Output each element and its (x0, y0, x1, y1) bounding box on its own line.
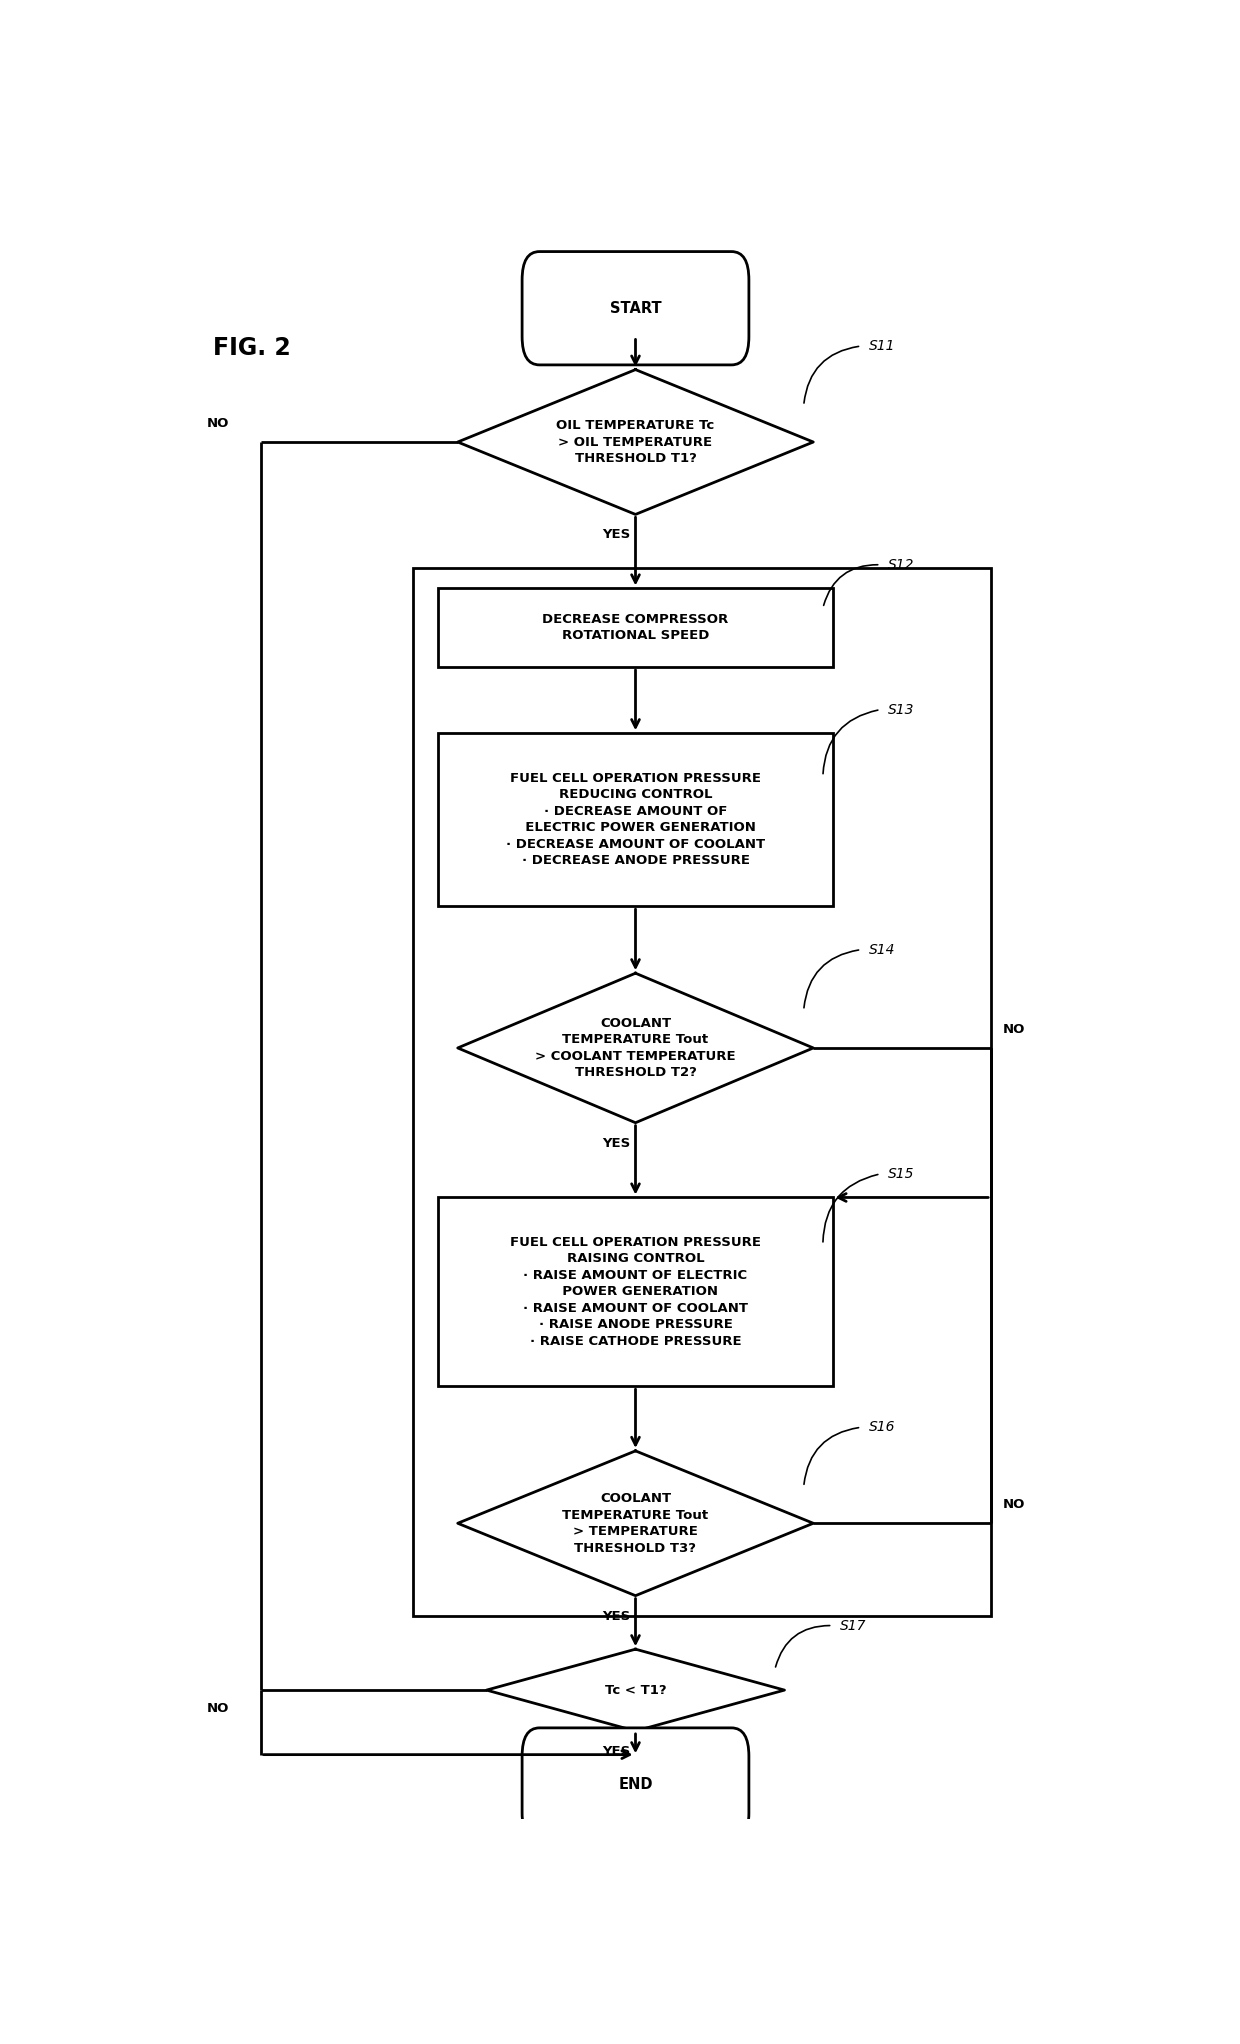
Polygon shape (458, 370, 813, 515)
Text: Tc < T1?: Tc < T1? (605, 1684, 666, 1697)
Text: YES: YES (603, 1746, 631, 1758)
Bar (439, 1198, 832, 1386)
Text: FUEL CELL OPERATION PRESSURE
REDUCING CONTROL
· DECREASE AMOUNT OF
  ELECTRIC PO: FUEL CELL OPERATION PRESSURE REDUCING CO… (506, 773, 765, 867)
Text: END: END (619, 1776, 652, 1793)
Text: S16: S16 (869, 1421, 895, 1435)
Text: YES: YES (603, 527, 631, 542)
FancyBboxPatch shape (522, 1727, 749, 1842)
Text: NO: NO (206, 417, 228, 429)
Text: COOLANT
TEMPERATURE Tout
> COOLANT TEMPERATURE
THRESHOLD T2?: COOLANT TEMPERATURE Tout > COOLANT TEMPE… (536, 1016, 735, 1079)
Text: COOLANT
TEMPERATURE Tout
> TEMPERATURE
THRESHOLD T3?: COOLANT TEMPERATURE Tout > TEMPERATURE T… (563, 1492, 708, 1555)
Polygon shape (458, 973, 813, 1122)
Text: NO: NO (1003, 1498, 1025, 1511)
Text: START: START (610, 300, 661, 315)
Polygon shape (458, 1451, 813, 1596)
Text: S15: S15 (888, 1167, 915, 1181)
Text: FUEL CELL OPERATION PRESSURE
RAISING CONTROL
· RAISE AMOUNT OF ELECTRIC
  POWER : FUEL CELL OPERATION PRESSURE RAISING CON… (510, 1237, 761, 1347)
Bar (439, 734, 832, 905)
Text: S17: S17 (841, 1619, 867, 1633)
Text: S11: S11 (869, 339, 895, 354)
FancyBboxPatch shape (522, 251, 749, 366)
Text: YES: YES (603, 1609, 631, 1623)
Polygon shape (486, 1650, 785, 1731)
Text: S14: S14 (869, 942, 895, 957)
Text: S12: S12 (888, 558, 915, 572)
Text: FIG. 2: FIG. 2 (213, 335, 290, 360)
Text: YES: YES (603, 1136, 631, 1149)
Text: NO: NO (206, 1703, 228, 1715)
Text: S13: S13 (888, 703, 915, 717)
Text: NO: NO (1003, 1022, 1025, 1036)
Bar (439, 589, 832, 666)
Bar (413, 568, 991, 1617)
Text: OIL TEMPERATURE Tc
> OIL TEMPERATURE
THRESHOLD T1?: OIL TEMPERATURE Tc > OIL TEMPERATURE THR… (557, 419, 714, 466)
Text: DECREASE COMPRESSOR
ROTATIONAL SPEED: DECREASE COMPRESSOR ROTATIONAL SPEED (542, 613, 729, 642)
